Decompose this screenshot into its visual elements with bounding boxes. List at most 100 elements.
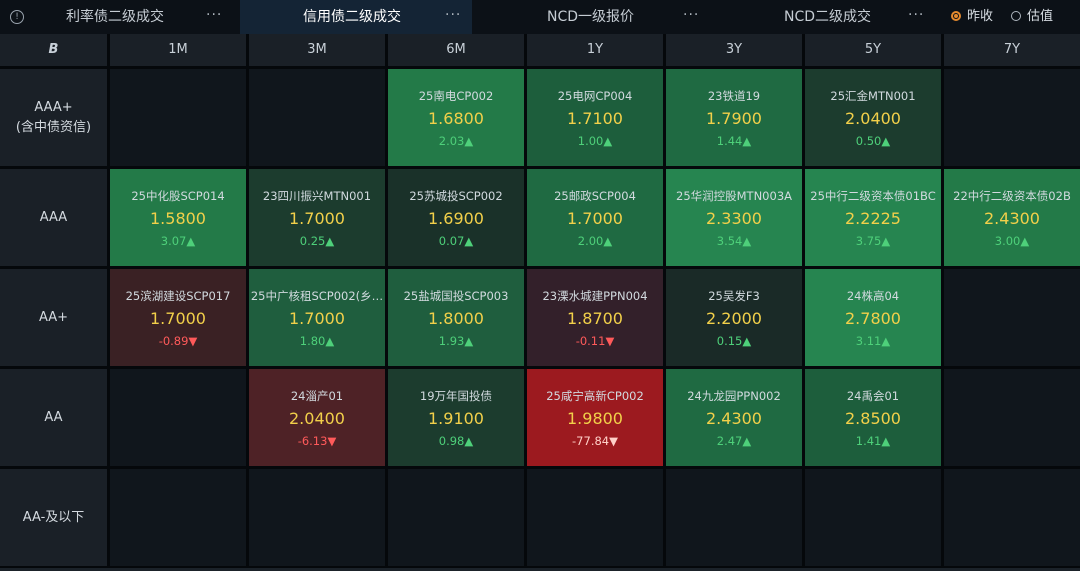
matrix-cell[interactable]: 25咸宁高新CP002 1.9800 -77.84▼: [527, 369, 663, 466]
tab-credit-bond-secondary[interactable]: 信用债二级成交 ···: [240, 0, 472, 34]
col-header-5y[interactable]: 5Y: [805, 34, 941, 66]
matrix-corner[interactable]: B: [0, 34, 107, 66]
matrix-cell-empty: [249, 69, 385, 166]
col-header-3y[interactable]: 3Y: [666, 34, 802, 66]
radio-valuation[interactable]: 估值: [1011, 0, 1061, 34]
radio-prev-close[interactable]: 昨收: [951, 0, 1001, 34]
matrix-cell[interactable]: 24九龙园PPN002 2.4300 2.47▲: [666, 369, 802, 466]
info-icon[interactable]: !: [10, 10, 24, 24]
bond-change: 2.00▲: [577, 234, 613, 248]
bond-yield: 1.7100: [567, 109, 623, 128]
matrix-cell-empty: [527, 469, 663, 566]
matrix-cell-empty: [110, 469, 246, 566]
matrix-cell[interactable]: 25中广核租SCP002(乡… 1.7000 1.80▲: [249, 269, 385, 366]
tab-rate-bond-secondary[interactable]: 利率债二级成交 ···: [36, 0, 236, 34]
matrix-cell[interactable]: 25汇金MTN001 2.0400 0.50▲: [805, 69, 941, 166]
matrix-cell[interactable]: 25华润控股MTN003A 2.3300 3.54▲: [666, 169, 802, 266]
bond-yield: 1.9100: [428, 409, 484, 428]
matrix-cell-empty: [249, 469, 385, 566]
row-sublabel: (含中债资信): [15, 119, 92, 135]
matrix-cell[interactable]: 25滨湖建设SCP017 1.7000 -0.89▼: [110, 269, 246, 366]
bond-change: -6.13▼: [297, 434, 337, 448]
bond-change: -0.89▼: [158, 334, 198, 348]
top-tab-bar: ! 利率债二级成交 ··· 信用债二级成交 ··· NCD一级报价 ··· NC…: [0, 0, 1080, 35]
matrix-cell[interactable]: 19万年国投债 1.9100 0.98▲: [388, 369, 524, 466]
bond-change: 3.11▲: [855, 334, 891, 348]
col-header-7y[interactable]: 7Y: [944, 34, 1080, 66]
matrix-cell[interactable]: 23四川振兴MTN001 1.7000 0.25▲: [249, 169, 385, 266]
bond-change: 3.07▲: [160, 234, 196, 248]
radio-label: 昨收: [967, 9, 994, 24]
matrix-cell[interactable]: 24淄产01 2.0400 -6.13▼: [249, 369, 385, 466]
bond-yield: 1.6800: [428, 109, 484, 128]
row-label: AAA+: [34, 99, 73, 115]
matrix-cell[interactable]: 24禹会01 2.8500 1.41▲: [805, 369, 941, 466]
matrix-cell[interactable]: 25中行二级资本债01BC 2.2225 3.75▲: [805, 169, 941, 266]
tab-label: 信用债二级成交: [303, 9, 401, 25]
bond-name: 25邮政SCP004: [554, 189, 636, 203]
bond-change: 1.93▲: [438, 334, 474, 348]
bond-name: 23铁道19: [707, 89, 761, 103]
matrix-cell-empty: [666, 469, 802, 566]
bond-name: 24九龙园PPN002: [687, 389, 781, 403]
matrix-cell-empty: [805, 469, 941, 566]
matrix-cell[interactable]: 25邮政SCP004 1.7000 2.00▲: [527, 169, 663, 266]
col-header-1m[interactable]: 1M: [110, 34, 246, 66]
bond-name: 25咸宁高新CP002: [546, 389, 644, 403]
bond-yield: 1.7900: [706, 109, 762, 128]
row-header-aa: AA: [0, 369, 107, 466]
matrix-cell[interactable]: 25南电CP002 1.6800 2.03▲: [388, 69, 524, 166]
matrix-cell-empty: [944, 69, 1080, 166]
bond-change: 0.15▲: [716, 334, 752, 348]
matrix-cell[interactable]: 24株高04 2.7800 3.11▲: [805, 269, 941, 366]
matrix-cell[interactable]: 23铁道19 1.7900 1.44▲: [666, 69, 802, 166]
matrix-cell[interactable]: 25苏城投SCP002 1.6900 0.07▲: [388, 169, 524, 266]
matrix-cell[interactable]: 25中化股SCP014 1.5800 3.07▲: [110, 169, 246, 266]
bond-yield: 2.2000: [706, 309, 762, 328]
bond-yield: 2.2225: [845, 209, 901, 228]
row-header-aa-minus-below: AA-及以下: [0, 469, 107, 566]
row-header-aaa-plus: AAA+ (含中债资信): [0, 69, 107, 166]
matrix-cell[interactable]: 22中行二级资本债02B 2.4300 3.00▲: [944, 169, 1080, 266]
radio-label: 估值: [1027, 9, 1054, 24]
bond-name: 25华润控股MTN003A: [676, 189, 792, 203]
bond-yield: 2.0400: [845, 109, 901, 128]
bond-name: 25电网CP004: [557, 89, 633, 103]
matrix-cell-empty: [110, 369, 246, 466]
bond-change: 1.44▲: [716, 134, 752, 148]
row-label: AA+: [38, 309, 69, 325]
bond-name: 25南电CP002: [418, 89, 494, 103]
bond-name: 25中化股SCP014: [131, 189, 225, 203]
matrix-cell[interactable]: 25盐城国投SCP003 1.8000 1.93▲: [388, 269, 524, 366]
col-header-6m[interactable]: 6M: [388, 34, 524, 66]
bottom-divider: [0, 568, 1080, 571]
tab-label: NCD二级成交: [784, 9, 872, 25]
bond-name: 25中广核租SCP002(乡…: [250, 289, 384, 303]
bond-change: -77.84▼: [572, 434, 618, 448]
bond-change: 1.80▲: [299, 334, 335, 348]
col-header-3m[interactable]: 3M: [249, 34, 385, 66]
col-header-1y[interactable]: 1Y: [527, 34, 663, 66]
row-header-aa-plus: AA+: [0, 269, 107, 366]
tab-ncd-secondary[interactable]: NCD二级成交 ···: [716, 0, 936, 34]
bond-yield: 1.6900: [428, 209, 484, 228]
more-icon[interactable]: ···: [683, 7, 700, 23]
bond-yield: 1.5800: [150, 209, 206, 228]
tab-ncd-primary-quote[interactable]: NCD一级报价 ···: [476, 0, 716, 34]
more-icon[interactable]: ···: [206, 7, 223, 23]
matrix-cell-empty: [110, 69, 246, 166]
bond-name: 25盐城国投SCP003: [403, 289, 509, 303]
bond-change: 2.47▲: [716, 434, 752, 448]
bond-yield: 2.0400: [289, 409, 345, 428]
bond-yield: 1.7000: [289, 209, 345, 228]
more-icon[interactable]: ···: [445, 7, 462, 23]
bond-name: 25中行二级资本债01BC: [810, 189, 936, 203]
matrix-cell-empty: [388, 469, 524, 566]
bond-change: 0.50▲: [855, 134, 891, 148]
more-icon[interactable]: ···: [908, 7, 925, 23]
matrix-cell[interactable]: 25吴发F3 2.2000 0.15▲: [666, 269, 802, 366]
matrix-cell[interactable]: 25电网CP004 1.7100 1.00▲: [527, 69, 663, 166]
matrix-cell[interactable]: 23溧水城建PPN004 1.8700 -0.11▼: [527, 269, 663, 366]
bond-symbol-icon: B: [48, 42, 59, 57]
matrix-cell-empty: [944, 469, 1080, 566]
